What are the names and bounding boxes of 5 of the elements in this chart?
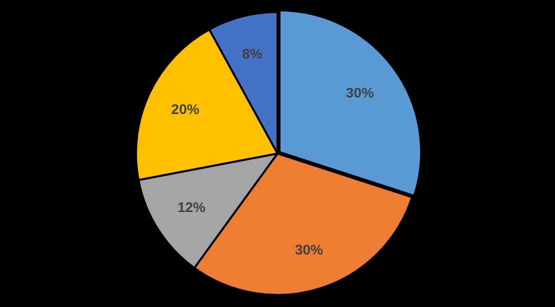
data-label: 30% bbox=[346, 84, 374, 100]
data-label: 20% bbox=[171, 100, 200, 117]
data-label: 12% bbox=[177, 198, 206, 215]
data-label: 30% bbox=[294, 241, 324, 258]
data-label: 8% bbox=[242, 46, 263, 62]
